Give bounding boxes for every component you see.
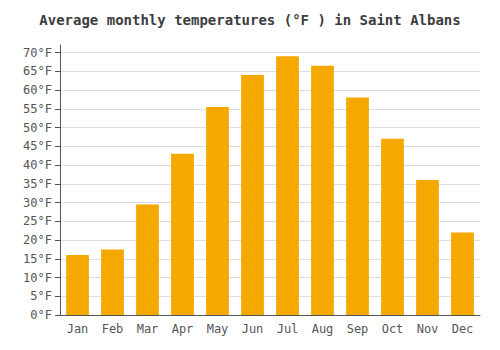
svg-text:Jan: Jan (67, 322, 89, 336)
svg-text:15°F: 15°F (23, 252, 52, 266)
svg-text:10°F: 10°F (23, 271, 52, 285)
svg-text:Nov: Nov (417, 322, 439, 336)
svg-text:Feb: Feb (102, 322, 124, 336)
svg-text:Sep: Sep (347, 322, 369, 336)
svg-text:Dec: Dec (452, 322, 474, 336)
svg-text:Apr: Apr (172, 322, 194, 336)
svg-text:Average monthly temperatures (: Average monthly temperatures (°F ) in Sa… (39, 12, 460, 28)
svg-text:Oct: Oct (382, 322, 404, 336)
svg-text:35°F: 35°F (23, 177, 52, 191)
svg-text:5°F: 5°F (30, 289, 52, 303)
svg-text:55°F: 55°F (23, 102, 52, 116)
svg-text:20°F: 20°F (23, 233, 52, 247)
svg-text:60°F: 60°F (23, 83, 52, 97)
svg-text:Aug: Aug (312, 322, 334, 336)
svg-text:50°F: 50°F (23, 121, 52, 135)
svg-text:70°F: 70°F (23, 46, 52, 60)
svg-text:Jun: Jun (242, 322, 264, 336)
svg-text:Mar: Mar (137, 322, 159, 336)
svg-text:25°F: 25°F (23, 214, 52, 228)
svg-text:65°F: 65°F (23, 64, 52, 78)
svg-text:0°F: 0°F (30, 308, 52, 322)
svg-text:May: May (207, 322, 229, 336)
svg-text:40°F: 40°F (23, 158, 52, 172)
svg-text:30°F: 30°F (23, 196, 52, 210)
svg-text:45°F: 45°F (23, 139, 52, 153)
svg-text:Jul: Jul (277, 322, 299, 336)
